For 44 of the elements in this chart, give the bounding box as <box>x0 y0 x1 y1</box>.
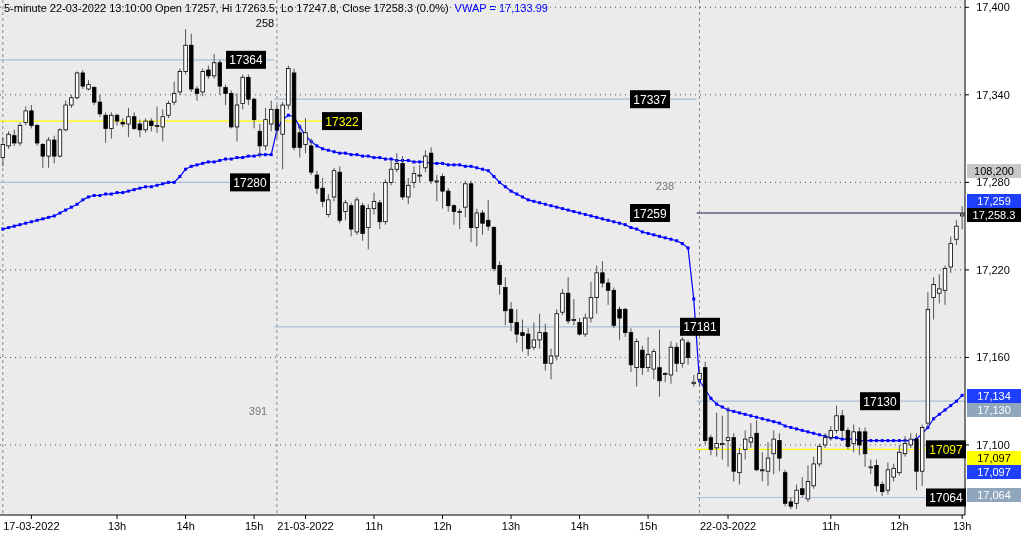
text: 17,097 <box>977 452 1011 464</box>
annotation: 238 <box>655 180 675 192</box>
text: 17,134 <box>977 390 1011 402</box>
x-tick-label: 13h <box>107 520 127 532</box>
x-tick-label: 14h <box>570 520 589 532</box>
ref-line-label: 17364 <box>229 53 264 68</box>
y-tick-label: 17,280 <box>976 176 1010 189</box>
ref-line-label: 17259 <box>633 206 668 221</box>
text: 17,259 <box>977 195 1011 207</box>
chart-title: 5-minute 22-03-2022 13:10:00 Open 17257, Hi 17263.5, Lo 17247.8, Close 17258.3 (0.0%) <box>4 2 449 14</box>
y-tick-label: 17,160 <box>976 351 1010 364</box>
ref-line-label: 17322 <box>325 114 360 129</box>
text: 17,097 <box>977 466 1011 478</box>
x-tick-label: 11h <box>822 520 840 532</box>
y-tick-label: 17,220 <box>976 263 1010 276</box>
text: 108,200 <box>974 165 1014 177</box>
x-tick-label: 15h <box>244 520 264 532</box>
ref-line-label: 17064 <box>929 490 964 505</box>
x-tick-label: 11h <box>365 520 383 532</box>
y-tick-label: 17,400 <box>976 1 1010 14</box>
text: 17,130 <box>977 404 1011 416</box>
ref-line-label: 17280 <box>233 175 268 190</box>
annotation: 391 <box>248 405 268 417</box>
ref-line-label: 17337 <box>633 92 668 107</box>
x-tick-label: 12h <box>890 520 909 532</box>
x-tick-label: 22-03-2022 <box>699 520 757 532</box>
annotation: 258 <box>255 17 275 29</box>
x-tick-label: 15h <box>638 520 658 532</box>
x-tick-label: 12h <box>433 520 452 532</box>
text: 17,258.3 <box>972 209 1016 221</box>
x-tick-label: 13h <box>501 520 521 532</box>
x-tick-label: 21-03-2022 <box>277 520 334 532</box>
ref-line-label: 17181 <box>683 320 718 335</box>
y-tick-label: 17,340 <box>976 88 1010 101</box>
x-tick-label: 13h <box>952 520 972 532</box>
text: VWAP = 17,133.99 <box>454 2 548 14</box>
x-tick-label: 17-03-2022 <box>3 520 60 532</box>
y-tick-label: 17,100 <box>976 438 1010 451</box>
ref-line-label: 17097 <box>929 442 964 457</box>
ref-line-label: 17130 <box>863 394 898 409</box>
x-tick-label: 14h <box>176 520 195 532</box>
candlestick <box>954 219 959 246</box>
candlestick <box>948 235 953 274</box>
text: 17,064 <box>977 489 1011 501</box>
